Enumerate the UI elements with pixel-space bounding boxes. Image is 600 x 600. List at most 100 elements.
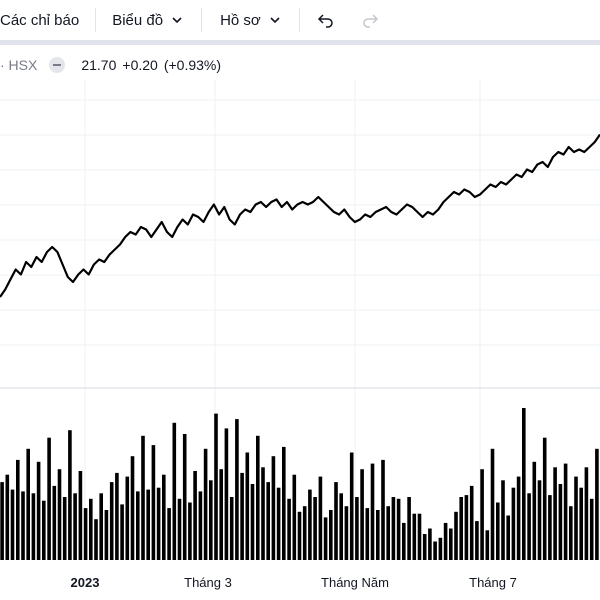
volume-bar bbox=[130, 456, 135, 560]
last-price: 21.70 bbox=[81, 57, 117, 73]
volume-bar bbox=[224, 428, 229, 560]
volume-bar bbox=[120, 504, 124, 560]
volume-bar bbox=[172, 422, 177, 560]
volume-bar bbox=[52, 485, 57, 560]
volume-bar bbox=[360, 469, 364, 560]
volume-bar bbox=[109, 482, 114, 560]
volume-bar bbox=[36, 461, 41, 560]
volume-bar bbox=[136, 491, 140, 560]
volume-bar bbox=[245, 452, 250, 560]
redo-button[interactable] bbox=[360, 10, 380, 30]
volume-bar bbox=[428, 528, 432, 560]
volume-bar bbox=[5, 474, 10, 560]
symbol-exchange: · HSX bbox=[0, 57, 38, 73]
volume-bar bbox=[396, 498, 401, 560]
redo-icon bbox=[363, 14, 378, 28]
volume-bar bbox=[532, 461, 537, 560]
volume-bar bbox=[240, 472, 244, 560]
volume-bar bbox=[313, 497, 317, 560]
volume-bar bbox=[454, 511, 458, 560]
volume-bar bbox=[229, 497, 234, 560]
volume-bar bbox=[522, 408, 526, 560]
volume-bar bbox=[26, 448, 30, 560]
legend-toggle-button[interactable] bbox=[49, 57, 66, 73]
volume-bar bbox=[42, 500, 46, 560]
volume-bar bbox=[443, 522, 448, 560]
volume-bar bbox=[475, 521, 479, 560]
volume-bar bbox=[89, 498, 93, 560]
volume-bar bbox=[115, 472, 119, 560]
volume-bar bbox=[365, 508, 370, 560]
volume-bar bbox=[496, 502, 500, 560]
volume-bar bbox=[287, 498, 291, 560]
volume-bar bbox=[261, 467, 265, 560]
volume-bar bbox=[198, 491, 203, 560]
volume-bar bbox=[417, 513, 422, 560]
volume-bar bbox=[141, 435, 145, 560]
volume-bar bbox=[595, 448, 599, 560]
volume-bar bbox=[323, 517, 328, 560]
volume-bar bbox=[16, 459, 20, 560]
volume-bar bbox=[146, 489, 150, 560]
undo-icon bbox=[317, 14, 333, 28]
toolbar-divider bbox=[298, 8, 300, 32]
volume-bar bbox=[266, 482, 270, 560]
volume-bar bbox=[203, 448, 208, 560]
toolbar-divider bbox=[201, 8, 203, 32]
volume-bar bbox=[339, 493, 343, 560]
volume-bar bbox=[334, 482, 338, 560]
volume-bar bbox=[188, 502, 192, 560]
volume-bar bbox=[527, 493, 531, 560]
toolbar-divider bbox=[95, 8, 97, 32]
x-axis-labels: 2023 Tháng 3 Tháng Năm Tháng 7 bbox=[71, 575, 517, 590]
volume-bar bbox=[558, 484, 563, 560]
charts-dropdown[interactable]: Biểu đồ bbox=[112, 0, 183, 40]
volume-bar bbox=[584, 467, 589, 560]
volume-bar bbox=[21, 491, 25, 560]
profile-dropdown[interactable]: Hồ sơ bbox=[220, 0, 281, 40]
volume-bar bbox=[490, 448, 495, 560]
volume-bar bbox=[10, 489, 15, 560]
indicators-button[interactable]: Các chỉ báo bbox=[0, 0, 79, 40]
undo-button[interactable] bbox=[316, 10, 336, 30]
volume-bar bbox=[438, 537, 443, 560]
profile-label: Hồ sơ bbox=[220, 11, 261, 29]
volume-bar bbox=[235, 419, 239, 560]
volume-bar bbox=[563, 463, 568, 560]
volume-bar bbox=[349, 452, 354, 560]
volume-bar bbox=[542, 437, 547, 560]
volume-bar bbox=[511, 487, 516, 560]
toolbar-border bbox=[0, 40, 600, 45]
volume-bar bbox=[182, 434, 187, 560]
volume-bar bbox=[302, 506, 307, 560]
price-volume-chart[interactable]: 2023 Tháng 3 Tháng Năm Tháng 7 bbox=[0, 80, 600, 600]
volume-bar bbox=[344, 506, 349, 560]
volume-bar bbox=[297, 511, 302, 560]
volume-bar bbox=[308, 489, 312, 560]
volume-bar bbox=[589, 498, 594, 560]
volume-bar bbox=[381, 459, 385, 560]
volume-bar bbox=[78, 471, 83, 560]
series-legend: · HSX 21.70 +0.20 (+0.93%) bbox=[0, 52, 221, 78]
volume-bar bbox=[464, 495, 469, 560]
volume-bar bbox=[125, 476, 130, 560]
price-change-percent: (+0.93%) bbox=[163, 57, 222, 73]
volume-bar bbox=[537, 480, 542, 560]
volume-bar bbox=[329, 510, 333, 560]
charts-label: Biểu đồ bbox=[112, 11, 164, 29]
volume-bar bbox=[156, 487, 161, 560]
volume-bar bbox=[256, 435, 260, 560]
x-tick-label: Tháng Năm bbox=[321, 575, 389, 590]
volume-bar bbox=[402, 522, 406, 560]
volume-bar bbox=[449, 528, 453, 560]
volume-bar bbox=[219, 469, 223, 560]
volume-bar bbox=[433, 541, 437, 560]
volume-bar bbox=[386, 506, 390, 560]
volume-bar bbox=[407, 497, 411, 560]
volume-bar bbox=[292, 474, 297, 560]
volume-bar bbox=[0, 482, 4, 560]
volume-bar bbox=[104, 510, 109, 560]
volume-bar bbox=[73, 493, 77, 560]
volume-bar bbox=[271, 456, 276, 560]
volume-bar bbox=[376, 510, 380, 560]
